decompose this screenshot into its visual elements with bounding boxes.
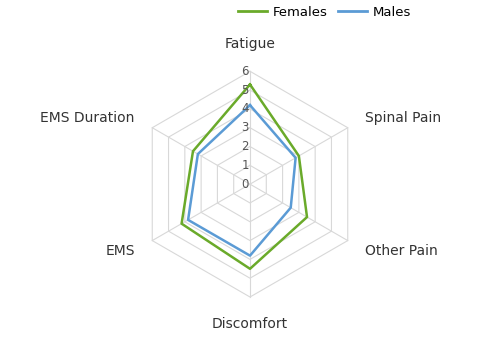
Text: 5: 5 bbox=[242, 84, 249, 97]
Legend: Females, Males: Females, Males bbox=[233, 1, 416, 24]
Text: 3: 3 bbox=[242, 121, 249, 134]
Text: Spinal Pain: Spinal Pain bbox=[366, 110, 442, 125]
Text: EMS: EMS bbox=[105, 244, 134, 258]
Text: Fatigue: Fatigue bbox=[224, 37, 276, 51]
Text: 2: 2 bbox=[242, 140, 249, 153]
Text: Other Pain: Other Pain bbox=[366, 244, 438, 258]
Text: EMS Duration: EMS Duration bbox=[40, 110, 134, 125]
Text: 0: 0 bbox=[242, 178, 249, 191]
Text: Discomfort: Discomfort bbox=[212, 317, 288, 331]
Text: 6: 6 bbox=[242, 65, 249, 78]
Text: 4: 4 bbox=[242, 103, 249, 116]
Text: 1: 1 bbox=[242, 159, 249, 172]
